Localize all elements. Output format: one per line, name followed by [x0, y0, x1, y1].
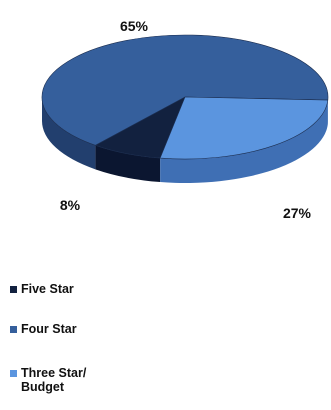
legend-label-three-star: Three Star/ Budget	[21, 366, 87, 394]
pie-side-three-star	[160, 100, 328, 183]
data-label-five-star: 8%	[59, 197, 81, 213]
legend-item-three-star: Three Star/ Budget	[10, 366, 131, 394]
pie-side-five-star	[95, 145, 161, 183]
legend-label-five-star: Five Star	[21, 282, 74, 296]
data-label-three-star: 27%	[282, 205, 312, 221]
pie-slice-three-star	[159, 96, 329, 160]
legend-swatch-three-star	[10, 370, 17, 377]
legend-swatch-four-star	[10, 326, 17, 333]
data-label-four-star: 65%	[119, 18, 149, 34]
pie-chart	[41, 34, 329, 183]
legend-item-five-star: Five Star	[10, 282, 131, 296]
legend-swatch-five-star	[10, 286, 17, 293]
legend-label-four-star: Four Star	[21, 322, 77, 336]
pie-slice-four-star	[41, 34, 329, 146]
legend-item-four-star: Four Star	[10, 322, 131, 336]
